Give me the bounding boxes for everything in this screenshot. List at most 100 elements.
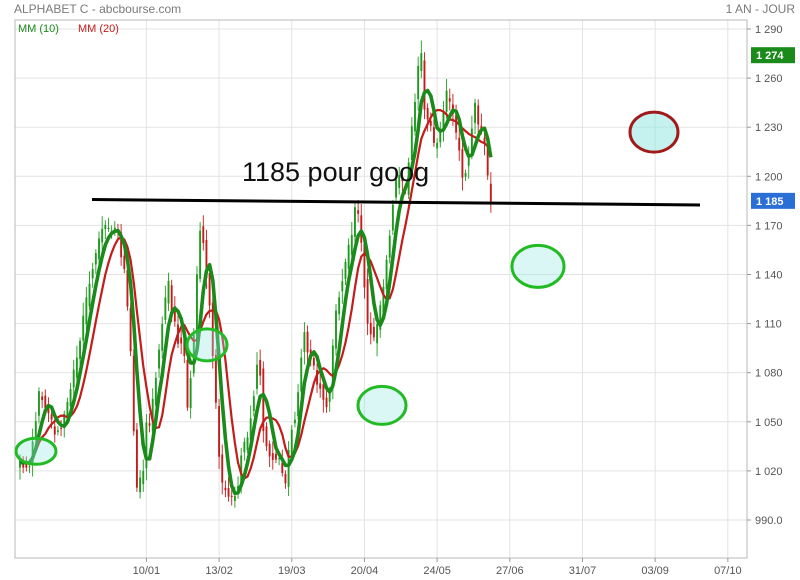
candle <box>98 231 100 266</box>
candle <box>72 359 75 401</box>
candle <box>417 56 420 111</box>
candle <box>436 138 439 158</box>
candle <box>120 223 123 266</box>
candle <box>224 480 227 498</box>
price-badge: 1 185 <box>751 192 795 209</box>
candle <box>56 426 59 436</box>
candle <box>91 262 94 288</box>
y-tick-label: 1 170 <box>755 220 783 232</box>
candle <box>401 172 404 192</box>
candle <box>173 296 176 327</box>
candle <box>75 345 78 383</box>
highlight-circle-green <box>510 243 566 289</box>
candle <box>474 98 476 134</box>
candle <box>439 121 442 148</box>
candle <box>391 199 394 236</box>
y-tick-label: 1 230 <box>755 122 783 134</box>
x-axis-ticks: 10/01 13/02 19/03 20/04 24/05 27/06 31/07 03/09… <box>133 558 742 577</box>
candle <box>259 349 262 386</box>
y-tick-label: 1 200 <box>755 171 783 183</box>
y-tick-label: 1 290 <box>755 24 783 36</box>
candle <box>148 413 151 433</box>
candle <box>297 384 300 420</box>
candle <box>41 391 44 409</box>
y-tick-label: 1 020 <box>755 466 783 478</box>
candle <box>186 353 189 411</box>
candle <box>366 268 369 336</box>
candle <box>145 414 148 481</box>
x-tick-label: 10/01 <box>133 565 161 577</box>
candle <box>38 387 40 424</box>
candle <box>265 422 268 451</box>
candle <box>445 78 448 119</box>
candle <box>88 271 91 310</box>
x-tick-label: 24/05 <box>423 565 451 577</box>
candle <box>448 88 451 111</box>
highlight-circle-green <box>185 327 229 363</box>
ma10-line <box>20 88 493 496</box>
highlight-circle-green <box>14 436 58 466</box>
candle <box>180 329 183 355</box>
candle <box>300 348 303 402</box>
candle <box>275 450 277 464</box>
y-tick-label: 1 080 <box>755 368 783 380</box>
candle <box>47 397 50 423</box>
candle <box>354 201 356 244</box>
candle <box>85 286 88 334</box>
x-tick-label: 27/06 <box>496 565 524 577</box>
highlight-circle-red <box>628 110 680 154</box>
y-tick-label: 1 260 <box>755 73 783 85</box>
legend-ma10: MM (10) <box>18 23 59 35</box>
candle <box>202 215 205 251</box>
y-tick-label: 990.0 <box>755 515 783 527</box>
candle <box>221 444 224 495</box>
y-tick-label: 1 140 <box>755 270 783 282</box>
candle <box>464 169 467 181</box>
x-tick-label: 03/09 <box>641 565 669 577</box>
drawn-annotations <box>14 110 701 466</box>
candle <box>94 249 97 274</box>
candle <box>357 200 360 223</box>
candle <box>442 101 445 142</box>
candle <box>268 440 271 468</box>
x-tick-label: 13/02 <box>205 565 233 577</box>
candle <box>360 203 363 252</box>
candle <box>369 312 372 345</box>
candle <box>303 322 306 365</box>
candle <box>82 302 85 353</box>
candle <box>426 103 429 132</box>
candle <box>458 125 461 161</box>
candle <box>256 352 258 395</box>
candle <box>132 349 135 436</box>
candle <box>252 390 255 417</box>
candle <box>101 216 104 252</box>
candle <box>388 229 391 264</box>
candle <box>461 139 464 191</box>
candle <box>167 272 170 311</box>
candle <box>164 285 167 325</box>
x-tick-label: 19/03 <box>278 565 306 577</box>
candle <box>410 117 413 167</box>
candle <box>379 300 382 338</box>
candle <box>293 411 296 428</box>
candle <box>135 423 138 492</box>
candle <box>319 372 322 398</box>
candle <box>477 99 480 135</box>
candle <box>420 40 423 79</box>
candle <box>385 255 388 296</box>
candle <box>287 441 290 497</box>
x-tick-label: 07/10 <box>714 565 742 577</box>
candle <box>398 166 401 195</box>
candle <box>489 172 492 213</box>
highlight-circle-green <box>356 384 408 426</box>
candle <box>189 370 192 419</box>
candle <box>22 456 25 474</box>
candle <box>161 316 164 359</box>
y-axis-ticks: 990.0 1 020 1 050 1 080 1 110 1 140 1 170 1 200… <box>747 24 783 527</box>
ma20-line <box>20 109 492 480</box>
candle <box>192 328 195 377</box>
candle <box>423 52 426 120</box>
price-badge-label: 1 185 <box>756 196 784 208</box>
candle <box>395 174 397 204</box>
